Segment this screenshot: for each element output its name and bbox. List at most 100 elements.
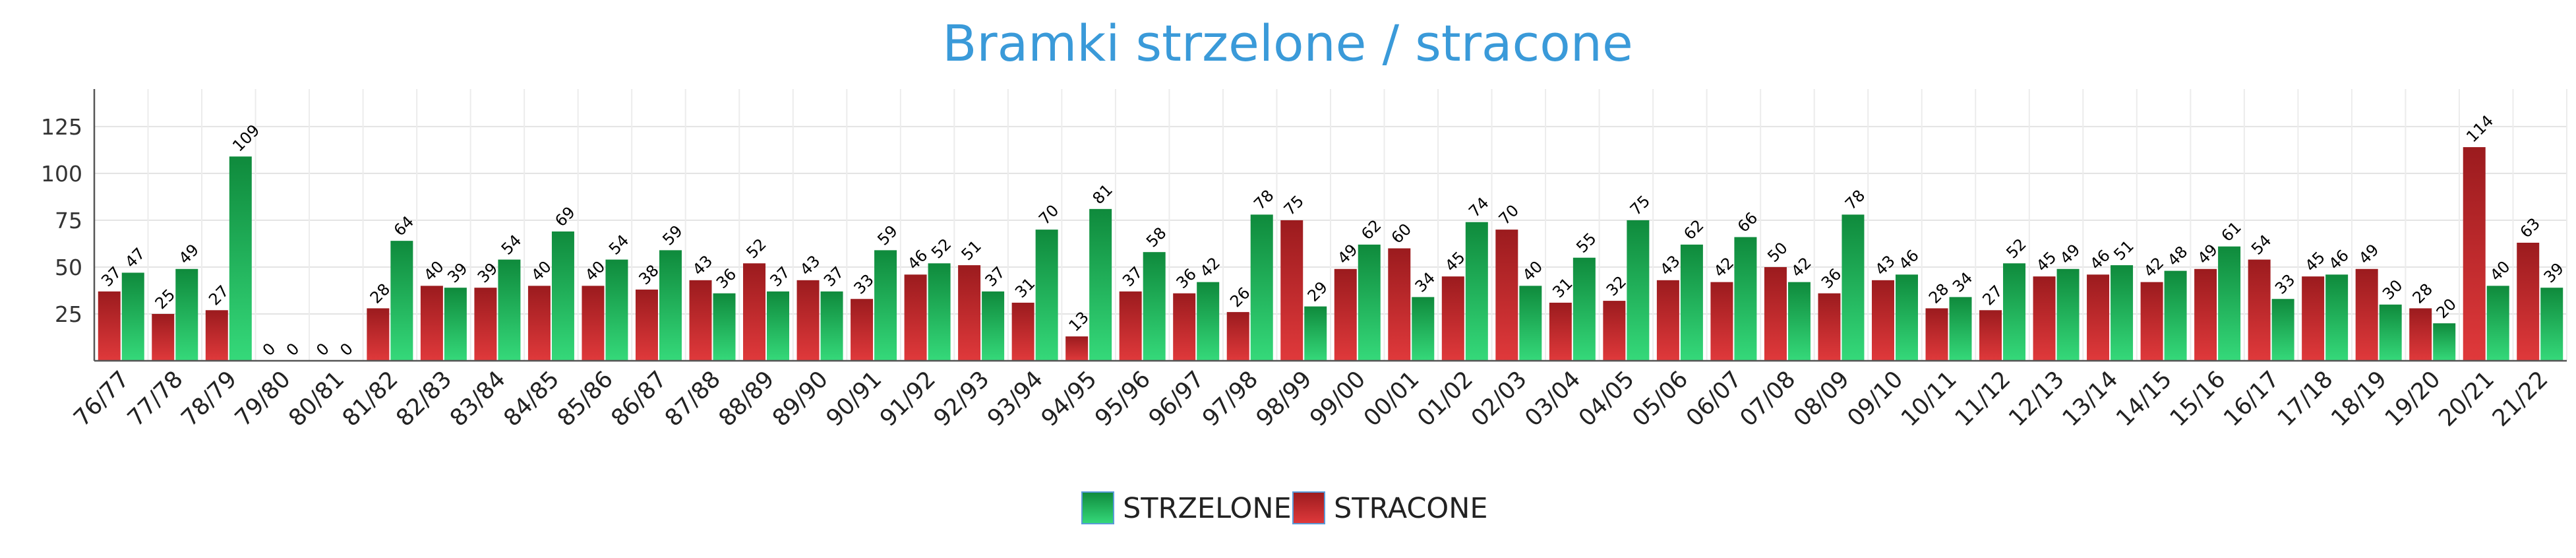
bar-strzelone[interactable]	[1412, 297, 1435, 361]
x-tick-label: 09/10	[1843, 366, 1909, 432]
bar-stracone[interactable]	[2463, 147, 2486, 361]
bar-stracone[interactable]	[1119, 291, 1142, 361]
bar-stracone[interactable]	[1334, 268, 1357, 361]
bar-stracone[interactable]	[904, 274, 927, 361]
bar-strzelone[interactable]	[2111, 265, 2134, 361]
bar-strzelone[interactable]	[1627, 220, 1650, 361]
bar-stracone[interactable]	[2302, 276, 2325, 361]
bar-stracone[interactable]	[582, 286, 605, 361]
bar-strzelone[interactable]	[175, 268, 198, 361]
bar-strzelone[interactable]	[1465, 222, 1488, 361]
bar-strzelone[interactable]	[982, 291, 1005, 361]
bar-stracone[interactable]	[1925, 308, 1948, 361]
bar-stracone[interactable]	[2194, 268, 2217, 361]
bar-strzelone[interactable]	[390, 241, 413, 361]
bar-strzelone[interactable]	[1895, 274, 1918, 361]
bar-strzelone[interactable]	[2218, 246, 2241, 361]
bar-stracone[interactable]	[474, 288, 497, 361]
bar-strzelone[interactable]	[713, 293, 736, 361]
bar-stracone[interactable]	[1441, 276, 1464, 361]
bar-strzelone[interactable]	[1787, 282, 1811, 361]
bar-strzelone[interactable]	[444, 288, 467, 361]
bar-stracone[interactable]	[420, 286, 443, 361]
bar-stracone[interactable]	[1979, 310, 2002, 361]
bar-stracone[interactable]	[2087, 274, 2110, 361]
bar-strzelone[interactable]	[2433, 323, 2456, 361]
bar-stracone[interactable]	[1011, 302, 1034, 361]
bar-strzelone[interactable]	[2056, 268, 2080, 361]
bar-stracone[interactable]	[2409, 308, 2432, 361]
bar-strzelone[interactable]	[928, 263, 951, 361]
bar-stracone[interactable]	[1656, 280, 1679, 361]
bar-stracone[interactable]	[1871, 280, 1894, 361]
data-label: 28	[367, 280, 394, 307]
bar-stracone[interactable]	[796, 280, 820, 361]
bar-stracone[interactable]	[1764, 266, 1787, 361]
bar-strzelone[interactable]	[820, 291, 843, 361]
legend-item-strzelone[interactable]: STRZELONE	[1081, 491, 1292, 525]
axes	[93, 89, 2567, 362]
bar-strzelone[interactable]	[2003, 263, 2026, 361]
bar-strzelone[interactable]	[1143, 252, 1166, 361]
bar-strzelone[interactable]	[2164, 270, 2187, 361]
bar-stracone[interactable]	[1226, 312, 1249, 361]
legend-item-stracone[interactable]: STRACONE	[1292, 491, 1488, 525]
bar-stracone[interactable]	[527, 286, 551, 361]
bar-stracone[interactable]	[1549, 302, 1572, 361]
bar-strzelone[interactable]	[1573, 257, 1596, 361]
bar-stracone[interactable]	[635, 290, 658, 361]
bar-stracone[interactable]	[851, 299, 874, 361]
bar-strzelone[interactable]	[1250, 214, 1273, 361]
bar-stracone[interactable]	[98, 291, 121, 361]
data-label: 40	[527, 257, 554, 284]
bar-strzelone[interactable]	[1304, 306, 1327, 361]
bar-stracone[interactable]	[2033, 276, 2056, 361]
x-tick-label: 86/87	[607, 366, 673, 432]
legend[interactable]: STRZELONE STRACONE	[1081, 491, 1488, 525]
bar-stracone[interactable]	[1710, 282, 1733, 361]
bar-strzelone[interactable]	[1089, 208, 1112, 361]
bar-stracone[interactable]	[152, 313, 175, 361]
x-tick-label: 15/16	[2165, 366, 2231, 432]
bar-stracone[interactable]	[1173, 293, 1196, 361]
bar-strzelone[interactable]	[1734, 237, 1757, 361]
bar-stracone[interactable]	[1065, 336, 1089, 361]
bar-strzelone[interactable]	[1197, 282, 1220, 361]
bar-stracone[interactable]	[367, 308, 390, 361]
bar-strzelone[interactable]	[1680, 244, 1703, 361]
bar-stracone[interactable]	[958, 265, 981, 361]
bar-stracone[interactable]	[2248, 259, 2271, 361]
bar-stracone[interactable]	[2140, 282, 2163, 361]
bar-strzelone[interactable]	[2486, 286, 2509, 361]
bar-strzelone[interactable]	[1949, 297, 1972, 361]
bar-strzelone[interactable]	[2540, 288, 2563, 361]
bar-stracone[interactable]	[743, 263, 766, 361]
bar-strzelone[interactable]	[121, 272, 144, 361]
bar-stracone[interactable]	[1388, 248, 1411, 361]
bar-strzelone[interactable]	[767, 291, 790, 361]
bar-strzelone[interactable]	[1035, 230, 1058, 361]
bar-strzelone[interactable]	[498, 259, 521, 361]
bar-strzelone[interactable]	[229, 156, 252, 361]
bar-stracone[interactable]	[1603, 301, 1626, 361]
bar-stracone[interactable]	[2517, 242, 2540, 361]
bar-strzelone[interactable]	[874, 250, 897, 361]
bar-strzelone[interactable]	[2325, 274, 2349, 361]
bar-stracone[interactable]	[1495, 230, 1518, 361]
bar-stracone[interactable]	[1280, 220, 1303, 361]
bar-strzelone[interactable]	[659, 250, 682, 361]
bar-strzelone[interactable]	[1842, 214, 1865, 361]
bar-strzelone[interactable]	[605, 259, 628, 361]
bar-strzelone[interactable]	[551, 231, 574, 361]
bar-strzelone[interactable]	[2379, 304, 2402, 361]
bar-stracone[interactable]	[1818, 293, 1841, 361]
bar-stracone[interactable]	[205, 310, 228, 361]
data-label: 59	[659, 222, 686, 249]
data-label: 34	[1412, 268, 1439, 295]
bar-strzelone[interactable]	[1519, 286, 1542, 361]
bar-stracone[interactable]	[689, 280, 712, 361]
bar-stracone[interactable]	[2355, 268, 2378, 361]
bar-strzelone[interactable]	[2271, 299, 2294, 361]
bar-strzelone[interactable]	[1358, 244, 1381, 361]
data-label: 51	[2111, 237, 2138, 264]
